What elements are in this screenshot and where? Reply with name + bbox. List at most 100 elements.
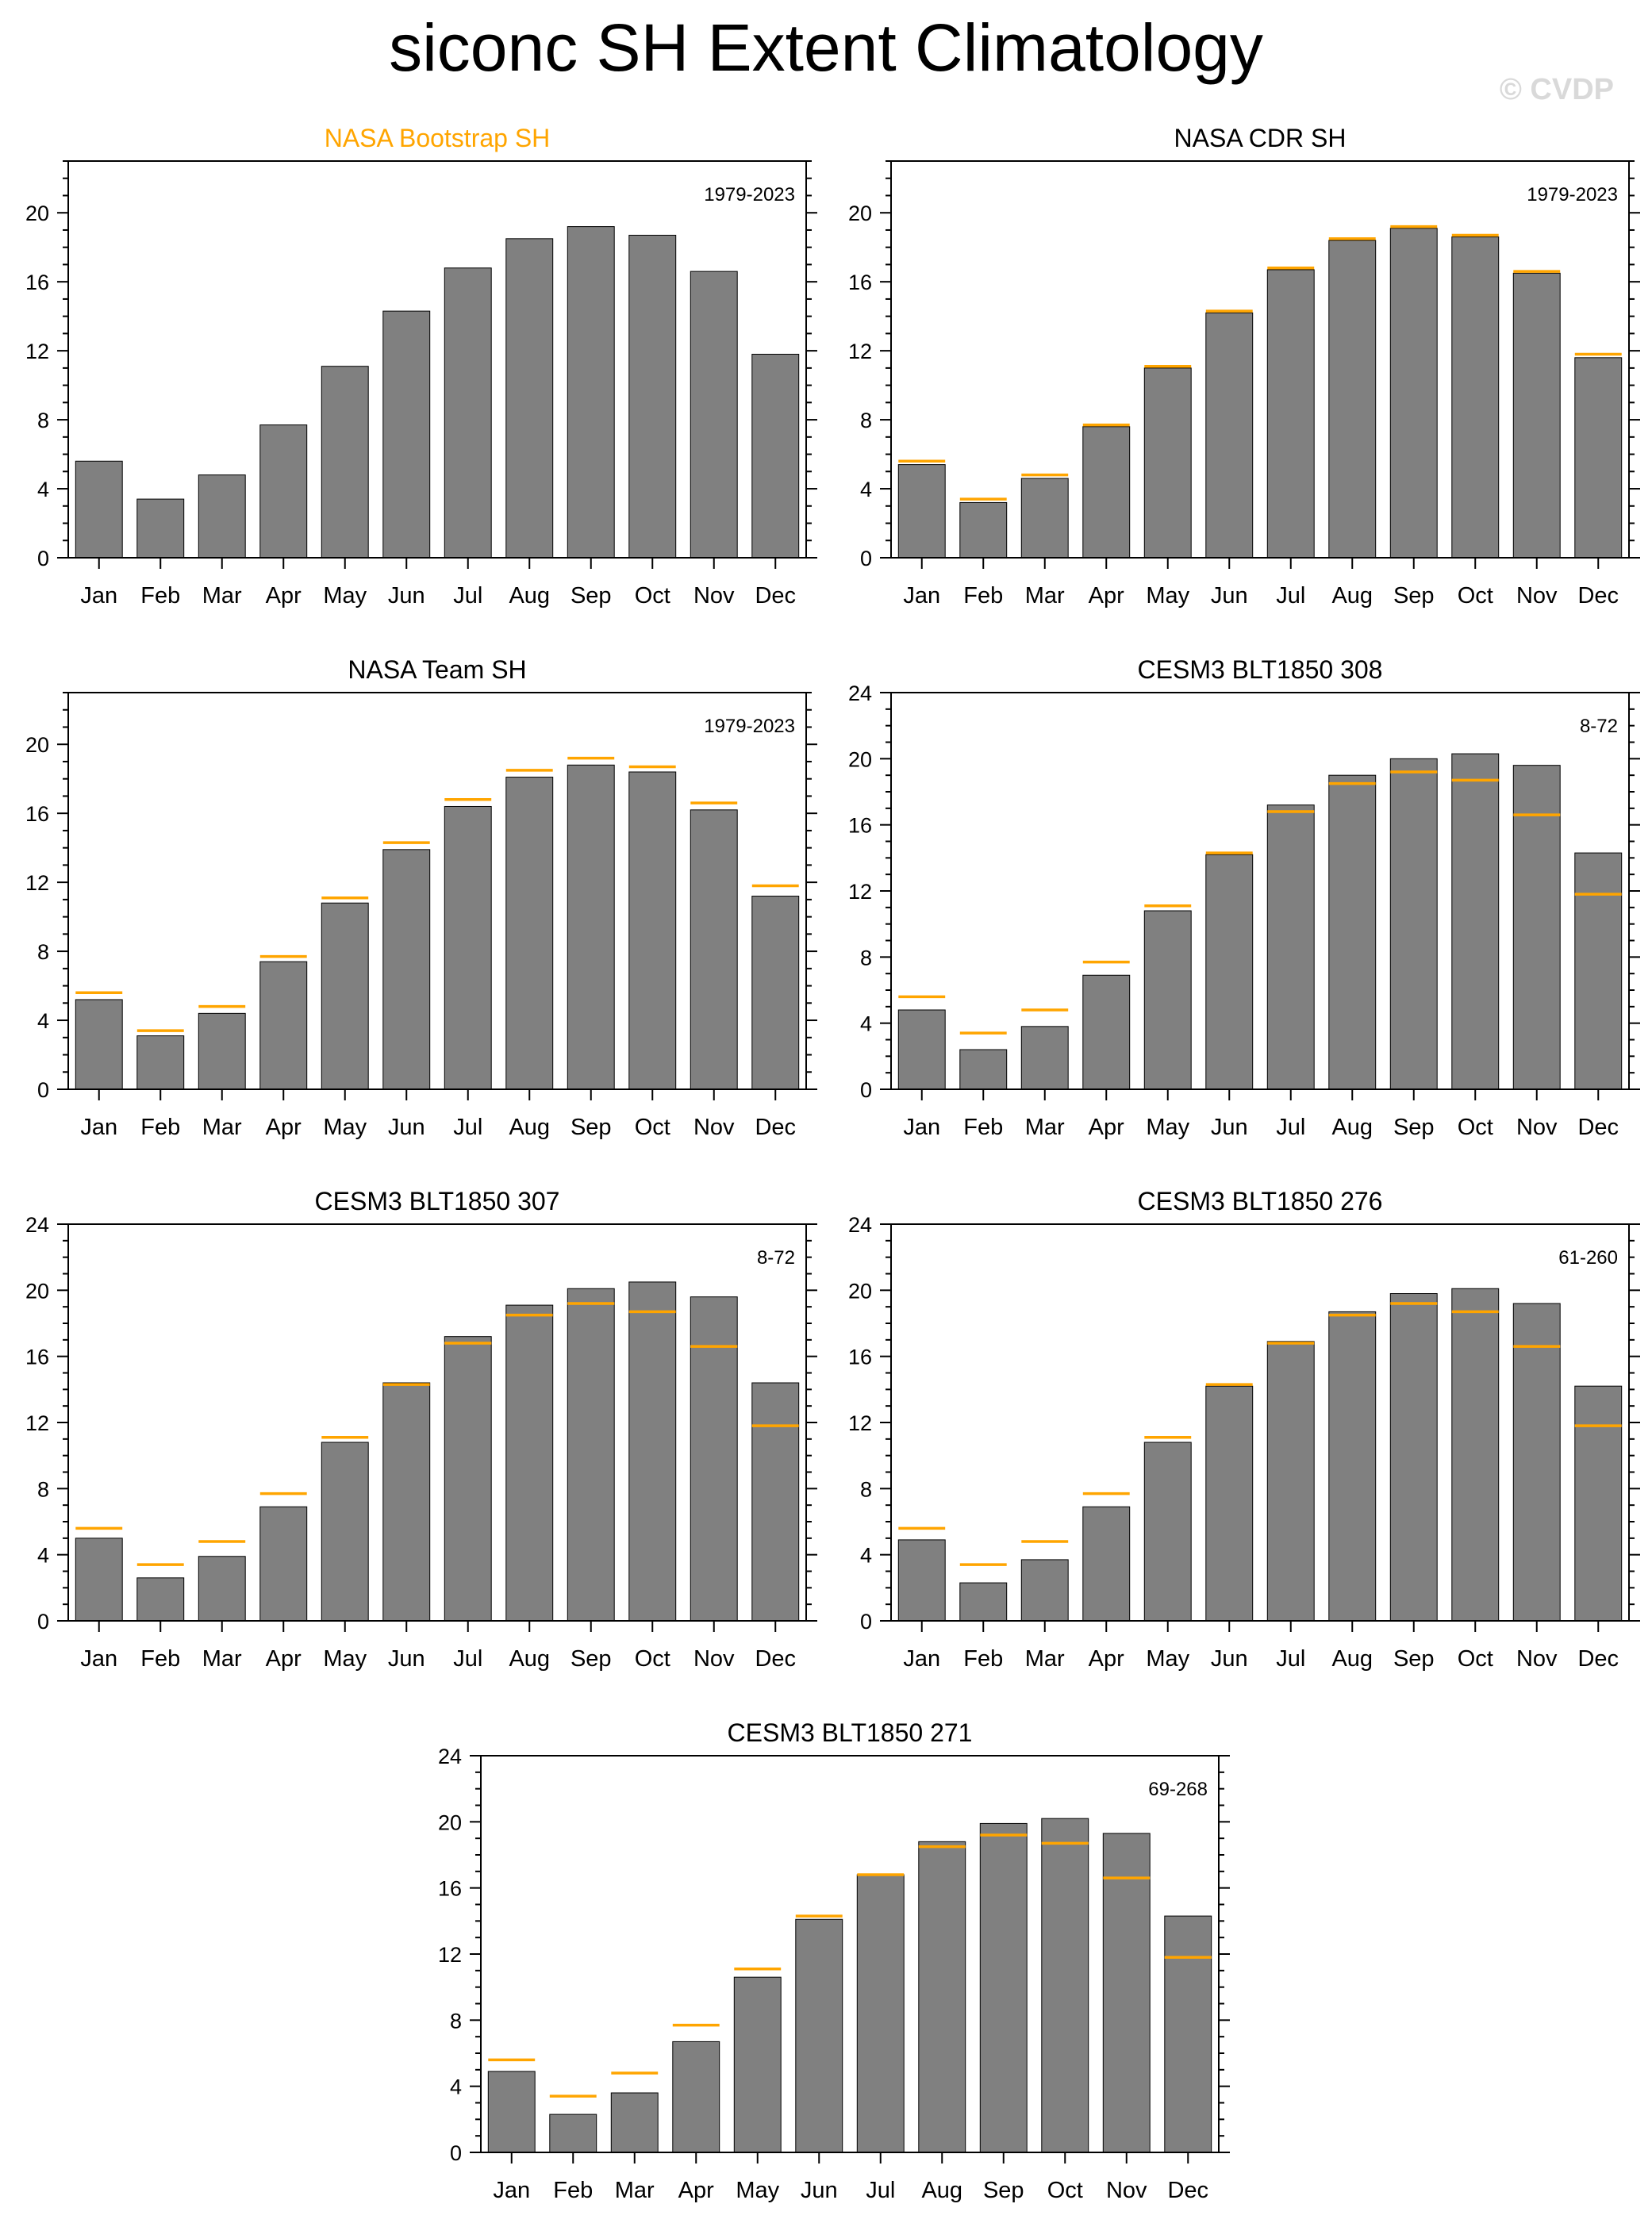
x-tick-label-oct: Oct (1458, 1646, 1493, 1672)
x-tick-label-dec: Dec (755, 1115, 796, 1140)
y-tick-label: 8 (860, 946, 872, 969)
x-tick-label-aug: Aug (921, 2178, 962, 2203)
bar-oct (1451, 753, 1500, 1090)
x-tick-label-mar: Mar (1025, 1115, 1065, 1140)
bar-oct (628, 771, 677, 1090)
bar-nov (1512, 272, 1561, 559)
period-label: 8-72 (1580, 716, 1618, 737)
y-tick-label: 20 (848, 1279, 872, 1303)
x-tick-label-nov: Nov (1516, 583, 1558, 609)
panel-title: NASA CDR SH (1174, 124, 1347, 152)
bar-apr (1082, 1506, 1131, 1622)
bar-aug (505, 1304, 554, 1622)
y-tick-label: 4 (860, 478, 872, 501)
chart-panel-4: CESM3 BLT1850 308 0 4 8 12 16 20 24 Jan Feb Mar Apr… (848, 655, 1640, 1140)
y-tick-label: 16 (848, 1346, 872, 1369)
bar-oct (628, 1281, 677, 1622)
bar-aug (505, 238, 554, 559)
y-tick-label: 0 (860, 1078, 872, 1102)
x-tick-label-jan: Jan (903, 583, 940, 609)
x-tick-label-jul: Jul (1276, 1115, 1305, 1140)
chart-panel-5: CESM3 BLT1850 307 0 4 8 12 16 20 24 Jan Feb Mar Apr… (25, 1187, 817, 1672)
bar-oct (1451, 236, 1500, 559)
bar-aug (1328, 774, 1377, 1090)
y-tick-label: 12 (25, 340, 49, 363)
bar-mar (1020, 478, 1069, 559)
y-tick-label: 4 (37, 1544, 49, 1568)
chart-panel-6: CESM3 BLT1850 276 0 4 8 12 16 20 24 Jan Feb Mar Apr… (848, 1187, 1640, 1672)
x-tick-label-dec: Dec (1577, 1115, 1619, 1140)
x-tick-label-jul: Jul (453, 583, 482, 609)
bar-mar (198, 474, 246, 559)
panel-title: NASA Team SH (348, 655, 526, 684)
x-tick-label-sep: Sep (571, 1646, 612, 1672)
y-tick-label: 4 (860, 1544, 872, 1568)
y-tick-label: 12 (848, 880, 872, 904)
bar-oct (628, 234, 677, 559)
bar-feb (549, 2114, 597, 2153)
x-tick-label-oct: Oct (1458, 583, 1493, 609)
x-tick-label-jan: Jan (80, 583, 117, 609)
y-tick-label: 12 (848, 340, 872, 363)
panel-title: CESM3 BLT1850 276 (1138, 1187, 1383, 1215)
y-tick-label: 8 (450, 2009, 462, 2033)
x-tick-label-apr: Apr (678, 2178, 714, 2203)
bar-may (1143, 367, 1192, 559)
y-tick-label: 16 (848, 271, 872, 294)
x-tick-label-aug: Aug (509, 1115, 550, 1140)
y-tick-label: 24 (848, 1213, 872, 1237)
y-tick-label: 16 (25, 1346, 49, 1369)
bar-jan (75, 999, 123, 1090)
x-tick-label-nov: Nov (693, 1646, 735, 1672)
bar-dec (1164, 1915, 1212, 2153)
x-tick-label-jun: Jun (388, 1115, 425, 1140)
x-tick-label-jun: Jun (1211, 583, 1248, 609)
y-tick-label: 12 (848, 1411, 872, 1435)
x-tick-label-jan: Jan (80, 1646, 117, 1672)
bar-sep (567, 764, 615, 1090)
bar-jan (897, 464, 946, 559)
x-tick-label-dec: Dec (1577, 1646, 1619, 1672)
plot-frame (890, 160, 1630, 559)
y-tick-label: 4 (860, 1012, 872, 1036)
x-tick-label-aug: Aug (509, 1646, 550, 1672)
bar-dec (751, 896, 800, 1090)
x-tick-label-aug: Aug (1331, 1646, 1373, 1672)
x-tick-label-may: May (736, 2178, 779, 2203)
bar-apr (259, 424, 308, 559)
bar-aug (1328, 1311, 1377, 1622)
period-label: 61-260 (1558, 1247, 1618, 1269)
x-tick-label-nov: Nov (693, 583, 735, 609)
cvdp-watermark: © CVDP (1499, 73, 1614, 106)
x-tick-label-mar: Mar (1025, 583, 1065, 609)
bar-jun (1205, 312, 1254, 559)
bar-feb (959, 501, 1008, 559)
y-tick-label: 12 (438, 1943, 462, 1967)
x-tick-label-sep: Sep (983, 2178, 1024, 2203)
bar-may (321, 1442, 369, 1622)
plot-frame (67, 692, 807, 1090)
x-tick-label-oct: Oct (635, 583, 670, 609)
bar-jan (897, 1009, 946, 1090)
bar-feb (136, 498, 185, 559)
bar-mar (610, 2092, 659, 2153)
bar-oct (1041, 1818, 1089, 2153)
x-tick-label-feb: Feb (963, 1646, 1003, 1672)
y-tick-label: 0 (450, 2141, 462, 2165)
bar-feb (136, 1035, 185, 1090)
x-tick-label-jan: Jan (903, 1115, 940, 1140)
plot-frame (67, 160, 807, 559)
bar-jun (382, 1382, 431, 1622)
x-tick-label-sep: Sep (1393, 1646, 1435, 1672)
period-label: 1979-2023 (704, 184, 795, 205)
bar-oct (1451, 1288, 1500, 1622)
bar-may (321, 902, 369, 1090)
panel-title: CESM3 BLT1850 308 (1138, 655, 1383, 684)
bar-apr (259, 961, 308, 1090)
chart-panel-1: NASA Bootstrap SH 0 4 8 12 16 20 Jan Feb Mar Apr Ma… (25, 124, 817, 609)
bar-aug (505, 777, 554, 1090)
x-tick-label-may: May (1146, 1115, 1189, 1140)
y-tick-label: 20 (25, 202, 49, 225)
y-tick-label: 8 (37, 1477, 49, 1501)
